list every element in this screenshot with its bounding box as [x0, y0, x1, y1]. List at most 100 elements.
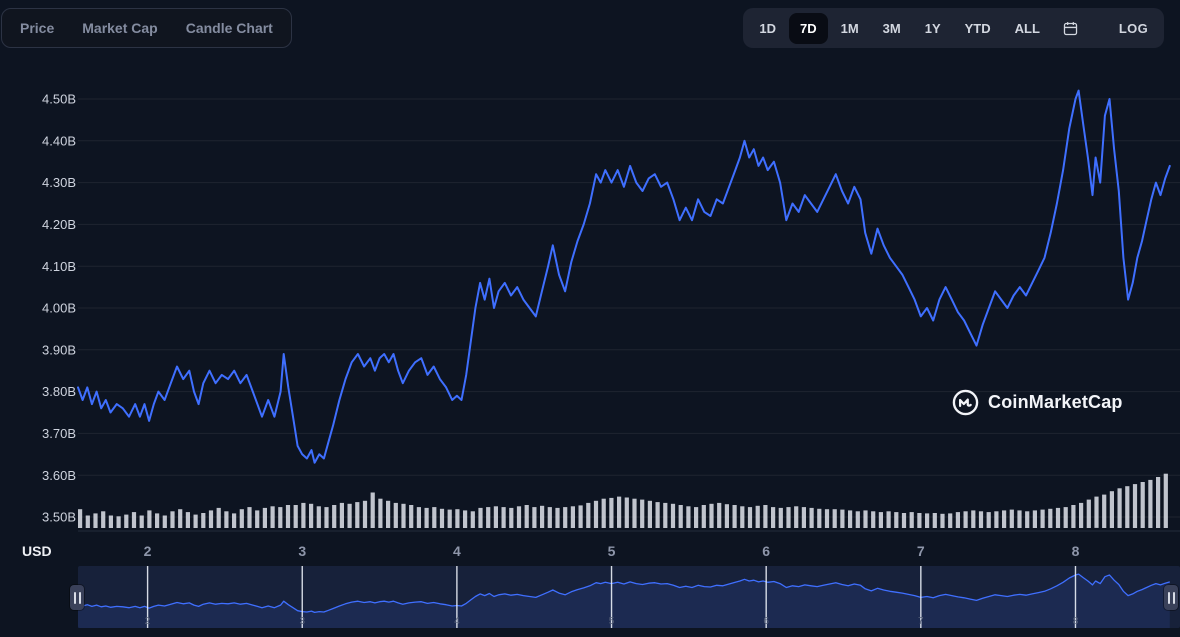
navigator-line	[77, 573, 1170, 614]
volume-bar	[224, 511, 229, 528]
volume-bar	[239, 509, 244, 528]
y-axis-label: 3.90B	[42, 342, 76, 357]
volume-bar	[1071, 505, 1076, 528]
volume-bar	[470, 511, 475, 528]
navigator-right-handle[interactable]	[1164, 585, 1178, 610]
range-ytd[interactable]: YTD	[954, 13, 1002, 44]
volume-bar	[794, 506, 799, 528]
volume-bar	[1002, 510, 1007, 528]
volume-bar	[185, 512, 190, 528]
volume-bar	[270, 506, 275, 528]
navigator-left-handle[interactable]	[70, 585, 84, 610]
range-3m[interactable]: 3M	[872, 13, 912, 44]
volume-bar	[170, 511, 175, 528]
range-7d[interactable]: 7D	[788, 12, 828, 44]
x-axis-label: 6	[762, 543, 771, 559]
volume-bar	[971, 510, 976, 528]
volume-bar	[278, 507, 283, 528]
volume-bar	[670, 503, 676, 528]
volume-bar	[493, 506, 498, 528]
toolbar: Price Market Cap Candle Chart 1D 7D 1M 3…	[0, 0, 1180, 58]
volume-bar	[1017, 510, 1022, 528]
y-axis-label: 4.00B	[42, 301, 76, 316]
tab-market-cap[interactable]: Market Cap	[68, 11, 171, 45]
volume-bar	[101, 511, 106, 528]
x-axis-label: 2	[143, 543, 152, 559]
volume-bar	[78, 509, 83, 528]
volume-bar	[678, 505, 683, 528]
volume-bar	[255, 510, 260, 528]
volume-bar	[116, 516, 121, 528]
navigator-tick-label: 7	[918, 616, 924, 627]
volume-bar	[786, 507, 791, 528]
x-axis-label: 4	[452, 543, 461, 559]
navigator-tick-label: 6	[763, 616, 769, 627]
volume-bar	[332, 505, 337, 528]
navigator-track[interactable]	[78, 566, 1180, 628]
volume-bar	[978, 511, 984, 528]
volume-bar	[717, 502, 722, 528]
volume-bar	[532, 507, 537, 528]
navigator-tick-label: 3	[299, 616, 305, 627]
volume-bar	[108, 515, 113, 528]
navigator-chart[interactable]: 2 3 4 5 6 7 8	[0, 566, 1180, 628]
volume-bar	[1025, 511, 1030, 528]
tab-price[interactable]: Price	[6, 11, 68, 45]
volume-bar	[840, 509, 845, 528]
range-1d[interactable]: 1D	[748, 13, 787, 44]
volume-bar	[339, 502, 344, 528]
volume-bar	[732, 505, 737, 528]
volume-bar	[1148, 479, 1153, 528]
volume-bar	[1063, 507, 1068, 528]
volume-bar	[85, 515, 90, 528]
volume-bar	[871, 511, 876, 528]
navigator-tick-label: 4	[454, 616, 460, 627]
volume-bar	[355, 502, 360, 528]
volume-bar	[855, 511, 860, 528]
volume-bar	[894, 512, 899, 528]
y-axis-label: 4.30B	[42, 175, 76, 190]
volume-bar	[663, 502, 668, 528]
main-chart-plot[interactable]: 4.50B 4.40B 4.30B 4.20B 4.10B 4.00B 3.90B 3.80B…	[0, 60, 1180, 535]
volume-bar	[886, 511, 891, 528]
range-all[interactable]: ALL	[1004, 13, 1051, 44]
volume-bar	[617, 496, 622, 528]
volume-bar	[540, 505, 545, 528]
range-1m[interactable]: 1M	[830, 13, 870, 44]
volume-bar	[1086, 499, 1091, 528]
volume-bar	[601, 498, 606, 528]
x-axis-label: 7	[916, 543, 925, 559]
volume-bar	[555, 507, 560, 528]
volume-bar	[216, 507, 221, 528]
volume-bar	[124, 514, 129, 528]
volume-bar	[832, 509, 837, 528]
volume-bar	[409, 505, 414, 528]
range-1y[interactable]: 1Y	[914, 13, 952, 44]
volume-bar	[486, 507, 491, 528]
volume-bar	[940, 513, 945, 528]
volume-bar	[1032, 510, 1037, 528]
log-scale-toggle[interactable]: LOG	[1108, 13, 1159, 44]
volume-bar	[93, 513, 98, 528]
coinmarketcap-logo-icon	[952, 389, 979, 416]
volume-bar	[655, 502, 660, 528]
y-axis-label: 4.10B	[42, 259, 76, 274]
calendar-button[interactable]	[1053, 13, 1088, 44]
y-axis-label: 4.50B	[42, 92, 76, 107]
volume-bar	[162, 515, 167, 528]
range-selector: 1D 7D 1M 3M 1Y YTD ALL LOG	[743, 8, 1164, 48]
volume-bar	[709, 503, 714, 528]
volume-bar	[501, 507, 506, 528]
tab-candle-chart[interactable]: Candle Chart	[172, 11, 287, 45]
volume-bar	[201, 513, 206, 528]
navigator[interactable]: 2 3 4 5 6 7 8	[0, 566, 1180, 628]
volume-bar	[416, 507, 421, 528]
y-axis-label: 4.20B	[42, 217, 76, 232]
volume-bar	[925, 513, 930, 528]
volume-bar	[824, 509, 830, 528]
volume-bar	[378, 498, 383, 528]
volume-bar	[778, 507, 783, 528]
volume-bar	[901, 513, 907, 528]
chart-type-tabs: Price Market Cap Candle Chart	[1, 8, 292, 48]
navigator-tick-label: 8	[1073, 616, 1079, 627]
